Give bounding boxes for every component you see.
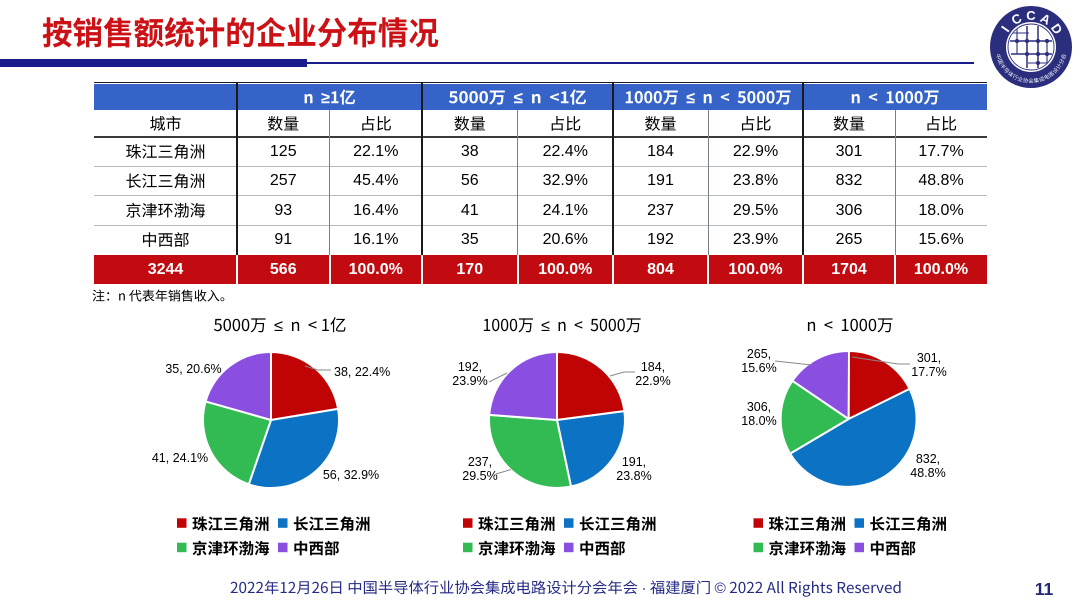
svg-text:I: I (998, 23, 1012, 35)
svg-text:C: C (1026, 8, 1036, 23)
